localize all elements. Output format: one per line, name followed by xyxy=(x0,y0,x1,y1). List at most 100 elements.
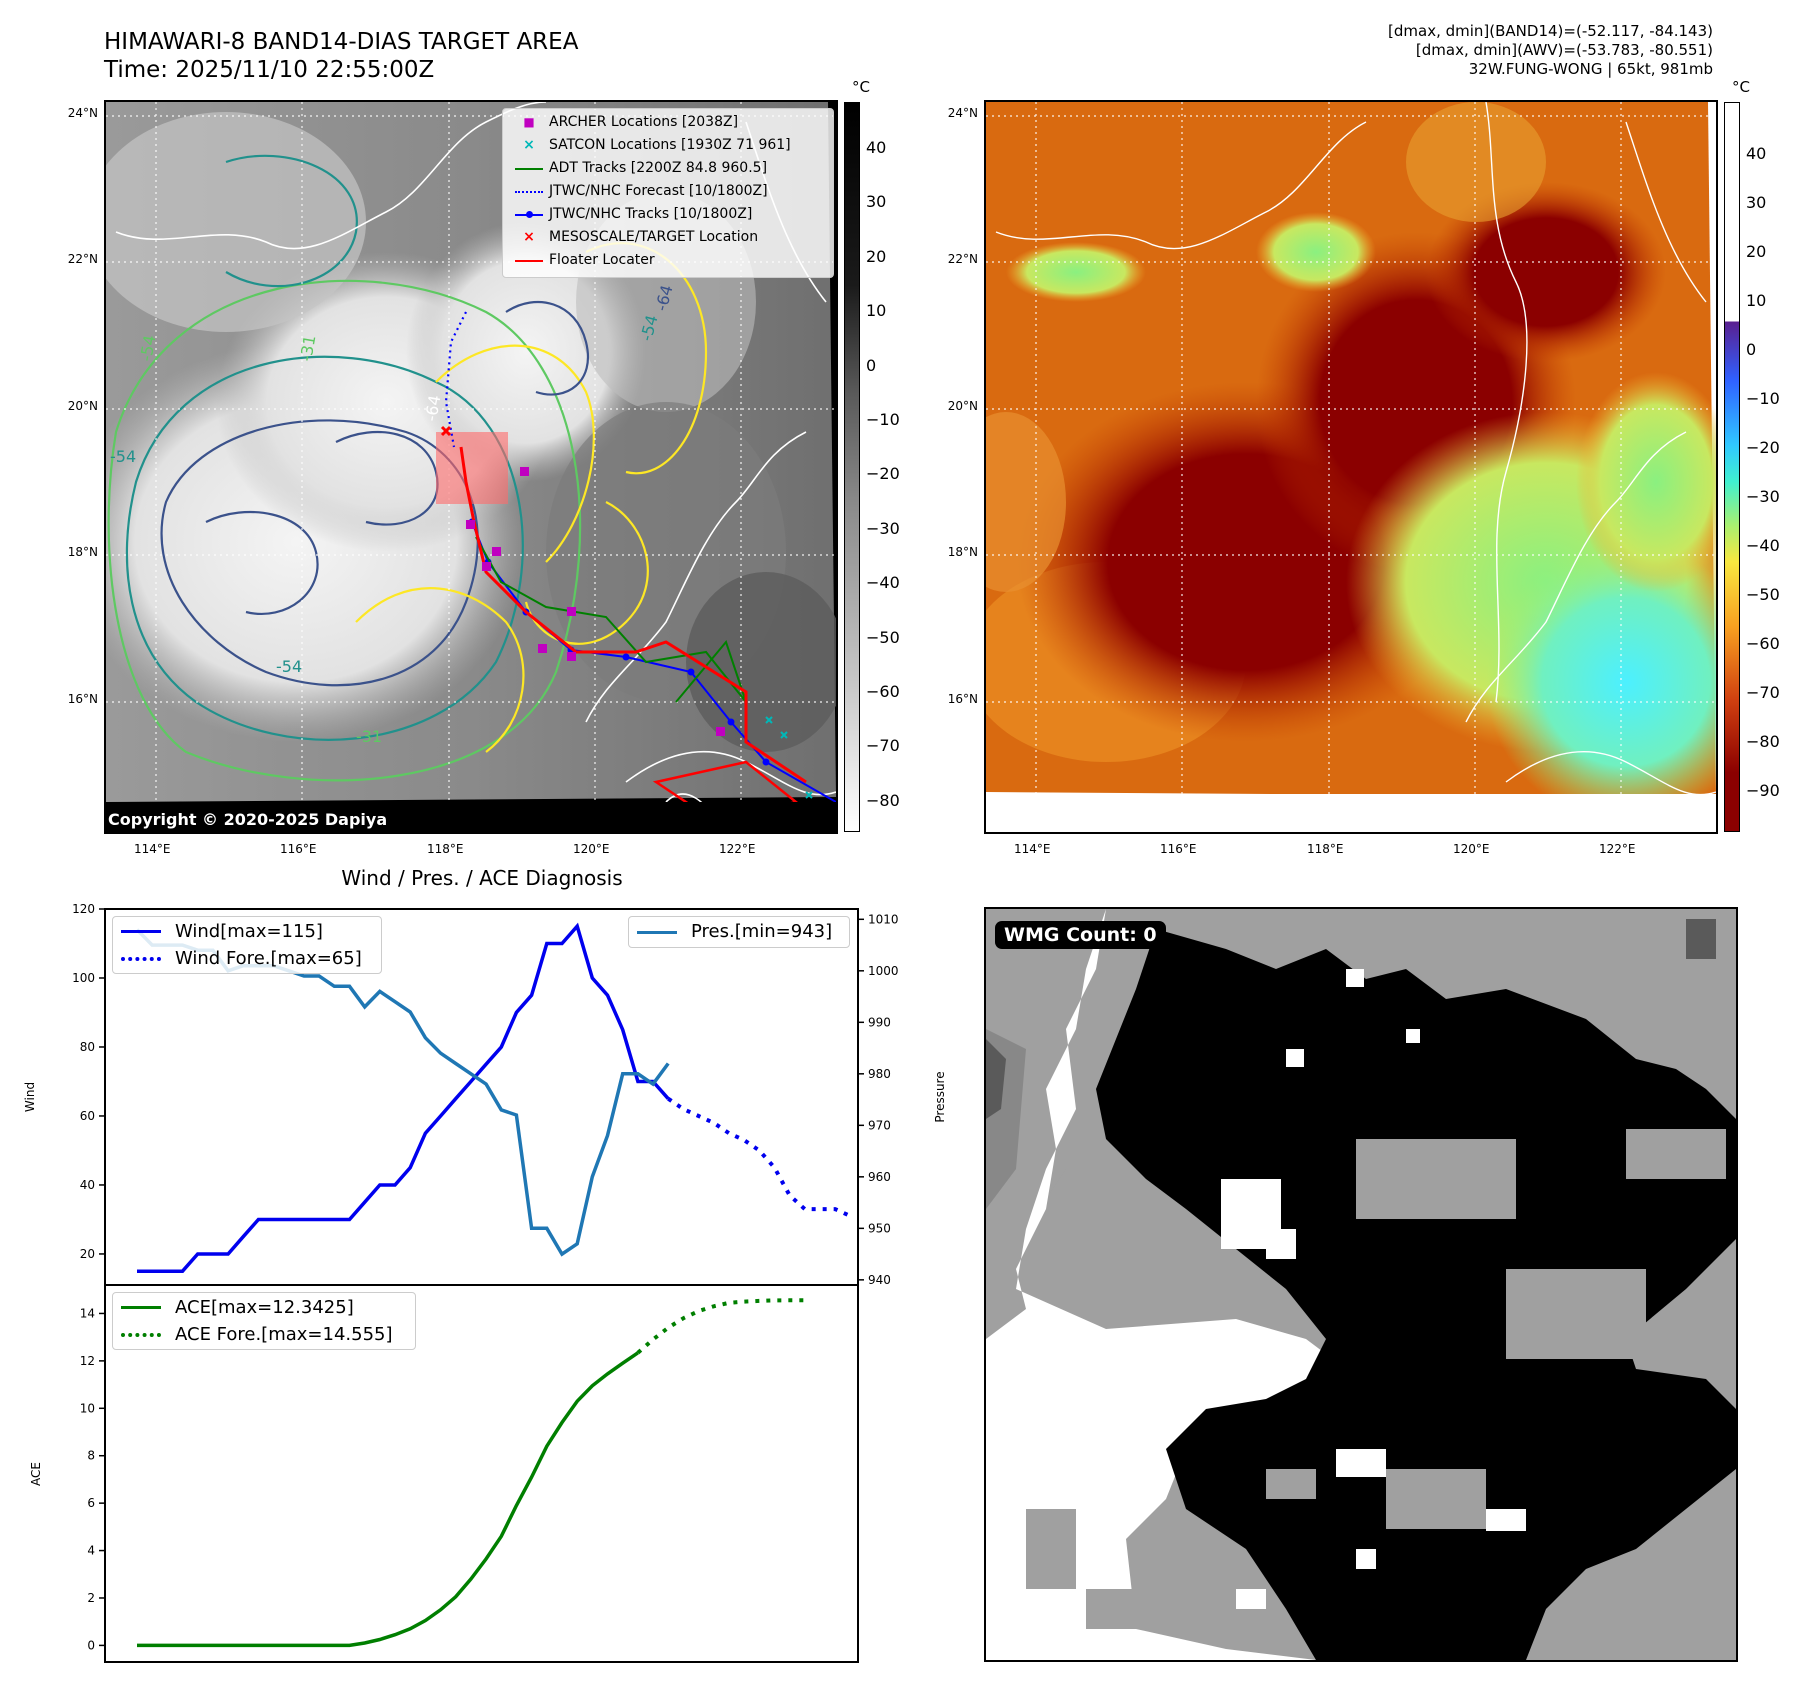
color-colorbar-ticks: 40 30 20 10 0 −10 −20 −30 −40 −50 −60 −70 −80 −90 xyxy=(1746,102,1796,832)
info-line-3: 32W.FUNG-WONG | 65kt, 981mb xyxy=(1468,60,1713,78)
axis-tick-label: 20 xyxy=(80,1247,95,1261)
colorbar-tick: 30 xyxy=(866,192,887,212)
colorbar-tick: 0 xyxy=(866,355,877,375)
title-line-2: Time: 2025/11/10 22:55:00Z xyxy=(104,57,435,83)
colorbar-tick: −10 xyxy=(1746,389,1780,408)
colorbar-tick: 40 xyxy=(866,138,887,157)
solid-line-icon xyxy=(121,930,161,933)
gray-colorbar-unit: °C xyxy=(852,78,870,96)
pressure-axis: 940 950 960 970 980 990 1000 1010 xyxy=(858,912,899,1287)
legend-item-ace: ACE[max=12.3425] xyxy=(121,1294,415,1321)
map-legend: ■ ARCHER Locations [2038Z] × SATCON Loca… xyxy=(502,108,834,278)
axis-tick-label: 4 xyxy=(87,1544,95,1558)
map-right-lon-labels: 114°E 116°E 118°E 120°E 122°E xyxy=(1014,842,1636,856)
axis-tick-label: 940 xyxy=(868,1273,891,1287)
adt-track xyxy=(475,536,747,703)
colorbar-tick: −50 xyxy=(1746,585,1780,604)
pressure-axis-label: Pressure xyxy=(933,1071,947,1122)
legend-item-archer: ■ ARCHER Locations [2038Z] xyxy=(509,111,833,134)
axis-tick-label: 40 xyxy=(80,1178,95,1192)
colorbar-tick: −20 xyxy=(866,464,900,484)
x-marker-icon: × xyxy=(523,137,535,153)
ace-axis-label: ACE xyxy=(29,1462,43,1486)
archer-points xyxy=(466,467,725,736)
axis-tick-label: 100 xyxy=(72,971,95,985)
dotted-line-icon xyxy=(121,956,161,961)
colorbar-tick: −30 xyxy=(866,518,900,538)
wind-axis-label: Wind xyxy=(23,1082,37,1112)
contour-label: -31 xyxy=(296,334,319,363)
diagnosis-title: Wind / Pres. / ACE Diagnosis xyxy=(341,866,623,890)
wmg-map xyxy=(986,909,1736,1660)
colorbar-tick: 20 xyxy=(866,246,887,266)
colorbar-tick: −60 xyxy=(866,682,900,701)
contour-label: -54 xyxy=(136,334,159,363)
axis-tick-label: 980 xyxy=(868,1067,891,1081)
title-line-1: HIMAWARI-8 BAND14-DIAS TARGET AREA xyxy=(104,29,579,55)
map-left-lat-labels: 24°N 22°N 20°N 18°N 16°N xyxy=(67,106,98,706)
legend-item-wind: Wind[max=115] xyxy=(121,918,381,945)
colorbar-tick: −80 xyxy=(866,790,900,810)
axis-tick-label: 2 xyxy=(87,1591,95,1605)
colorbar-tick: 0 xyxy=(1746,340,1757,359)
colorbar-tick: −40 xyxy=(1746,536,1780,555)
chart-title: HIMAWARI-8 BAND14-DIAS TARGET AREA Time:… xyxy=(104,28,578,84)
pressure-legend: Pres.[min=943] xyxy=(628,916,850,948)
legend-item-forecast: JTWC/NHC Forecast [10/1800Z] xyxy=(509,180,833,203)
line-icon xyxy=(509,167,549,170)
solid-line-icon xyxy=(121,1306,161,1309)
axis-tick-label: 1000 xyxy=(868,964,899,978)
info-line-2: [dmax, dmin](AWV)=(-53.783, -80.551) xyxy=(1415,41,1713,59)
axis-tick-label: 990 xyxy=(868,1015,891,1029)
copyright-text: Copyright © 2020-2025 Dapiya xyxy=(108,810,388,829)
axis-tick-label: 0 xyxy=(87,1638,95,1652)
wmg-panel xyxy=(984,907,1738,1662)
color-map xyxy=(986,102,1716,832)
colorbar-tick: −70 xyxy=(866,736,900,756)
legend-item-target: × MESOSCALE/TARGET Location xyxy=(509,226,833,249)
axis-tick-label: 960 xyxy=(868,1170,891,1184)
ace-series-line xyxy=(137,1351,639,1648)
target-box xyxy=(436,432,508,504)
colorbar-tick: −70 xyxy=(1746,683,1780,702)
colorbar-tick: −80 xyxy=(1746,732,1780,751)
colorbar-tick: −30 xyxy=(1746,487,1780,506)
axis-tick-label: 8 xyxy=(87,1449,95,1463)
colorbar-tick: 10 xyxy=(866,301,887,321)
colorbar-tick: −20 xyxy=(1746,438,1780,457)
colorbar-tick: 10 xyxy=(1746,291,1767,310)
ace-axis: 0 2 4 6 8 10 12 14 xyxy=(80,1306,105,1652)
legend-item-tracks: JTWC/NHC Tracks [10/1800Z] xyxy=(509,203,833,226)
line-dot-icon xyxy=(509,211,549,218)
legend-item-floater: Floater Locater xyxy=(509,249,833,272)
colorbar-tick: 20 xyxy=(1746,242,1767,261)
legend-item-wind-forecast: Wind Fore.[max=65] xyxy=(121,945,381,972)
gray-colorbar-ticks: 40 30 20 10 0 −10 −20 −30 −40 −50 −60 −70 −80 xyxy=(866,102,926,832)
wmg-count-badge: WMG Count: 0 xyxy=(995,921,1166,949)
axis-tick-label: 970 xyxy=(868,1118,891,1132)
color-map-panel xyxy=(984,100,1718,834)
axis-tick-label: 120 xyxy=(72,902,95,916)
axis-tick-label: 1010 xyxy=(868,912,899,926)
colorbar-tick: −90 xyxy=(1746,781,1780,800)
square-marker-icon: ■ xyxy=(523,115,535,129)
colorbar-tick: −40 xyxy=(866,573,900,593)
colorbar-tick: 40 xyxy=(1746,144,1767,163)
info-line-1: [dmax, dmin](BAND14)=(-52.117, -84.143) xyxy=(1388,22,1713,40)
axis-tick-label: 12 xyxy=(80,1354,95,1368)
contour-label: -54 xyxy=(110,447,136,466)
target-marker xyxy=(440,425,452,437)
ace-forecast-line xyxy=(636,1298,805,1355)
satcon-points xyxy=(765,716,813,799)
ir-map-panel: -54 -54 -31 -64 -54 -64 -54 -31 xyxy=(104,100,838,834)
solid-line-icon xyxy=(637,930,677,934)
color-colorbar xyxy=(1724,102,1740,832)
axis-tick-label: 950 xyxy=(868,1221,891,1235)
legend-item-ace-forecast: ACE Fore.[max=14.555] xyxy=(121,1321,415,1348)
axis-tick-label: 60 xyxy=(80,1109,95,1123)
contour-label: -64 xyxy=(421,394,444,423)
colorbar-tick: −50 xyxy=(866,627,900,647)
legend-item-adt: ADT Tracks [2200Z 84.8 960.5] xyxy=(509,157,833,180)
wind-series-line xyxy=(137,922,670,1273)
storm-info: [dmax, dmin](BAND14)=(-52.117, -84.143) … xyxy=(1388,22,1713,79)
